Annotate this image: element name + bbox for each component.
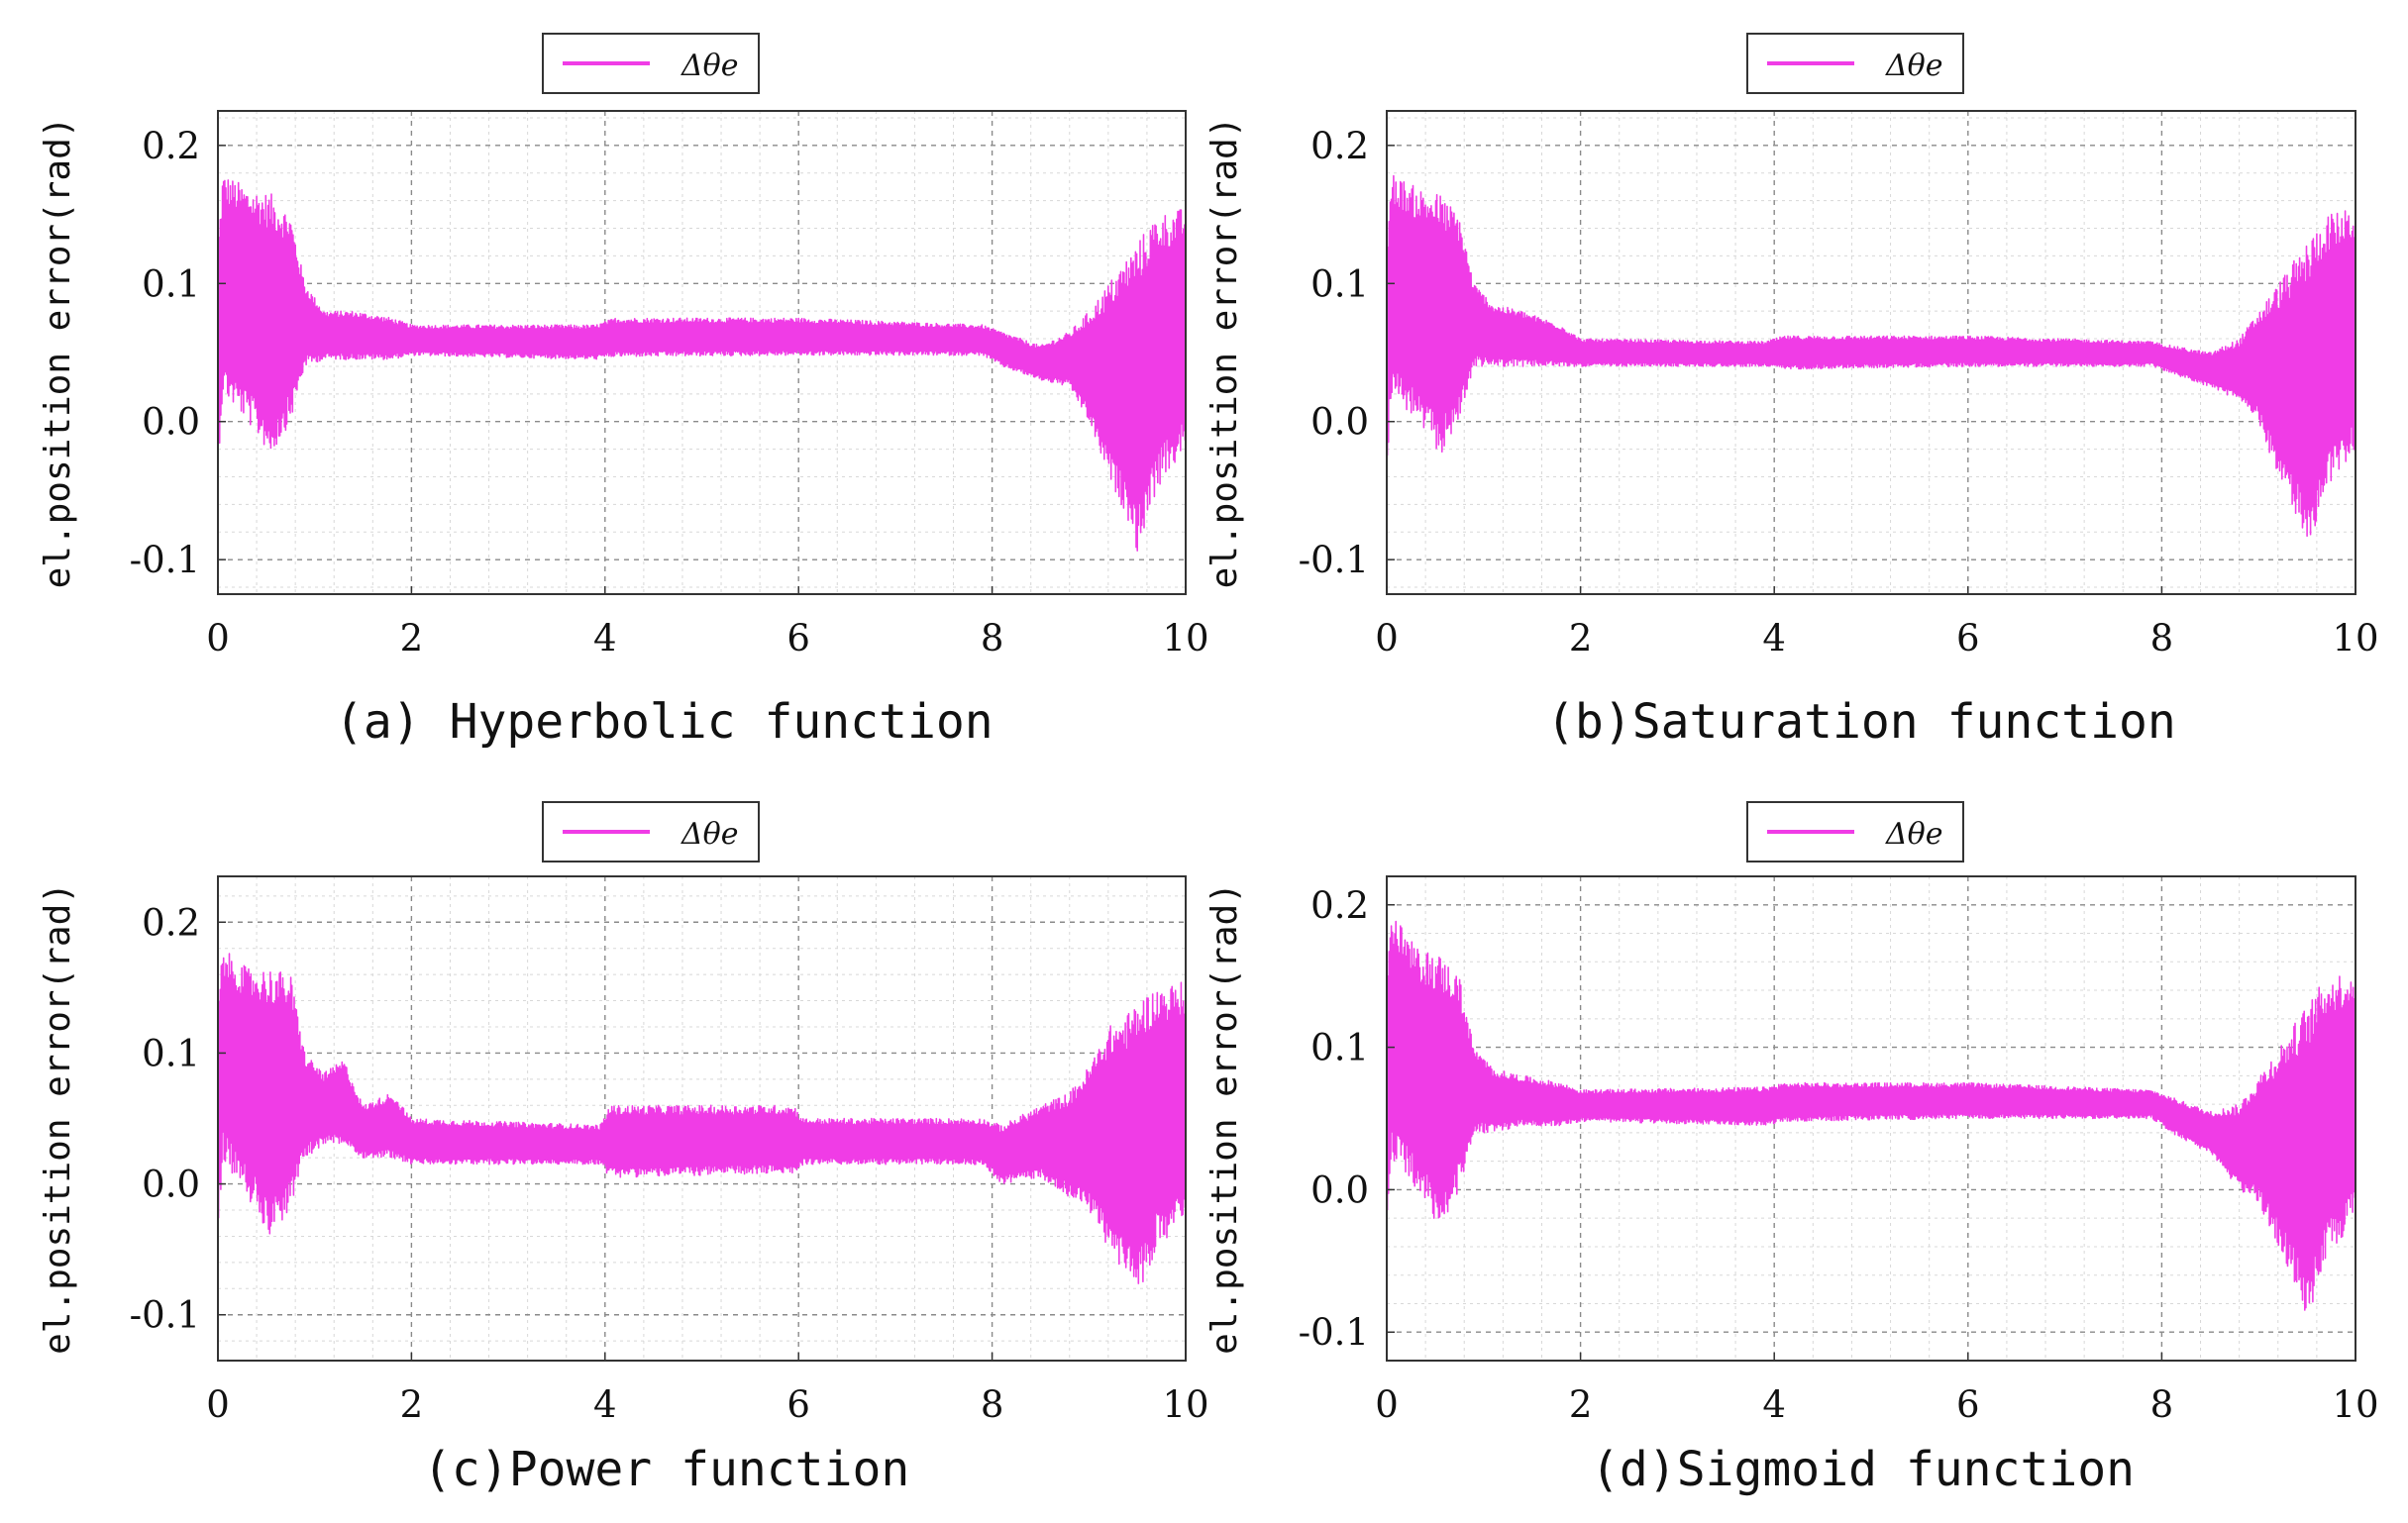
legend: Δθe bbox=[542, 33, 760, 94]
x-tick-label: 2 bbox=[400, 617, 424, 660]
y-tick-label: 0.1 bbox=[142, 262, 200, 305]
x-tick-label: 10 bbox=[1162, 617, 1208, 660]
y-tick-label: -0.1 bbox=[130, 539, 200, 581]
subplot-a: 0 2 4 6 8 10 -0.1 0.0 0.1 0.2 el.position error(ra… bbox=[38, 33, 1209, 750]
legend-label: Δθe bbox=[681, 817, 738, 852]
x-tick-label: 2 bbox=[1569, 1383, 1593, 1426]
legend-label: Δθe bbox=[681, 49, 738, 83]
subplot-c: 0 2 4 6 8 10 -0.1 0.0 0.1 0.2 el.position error(ra… bbox=[38, 801, 1209, 1497]
y-tick-label: 0.2 bbox=[1310, 884, 1369, 927]
y-tick-label: 0.1 bbox=[1310, 262, 1369, 305]
series-line-delta-theta-e bbox=[1386, 920, 2356, 1311]
subplot-caption: (c)Power function bbox=[423, 1442, 909, 1497]
x-tick-label: 0 bbox=[206, 1383, 230, 1426]
y-tick-label: 0.1 bbox=[142, 1032, 200, 1074]
axes-frame bbox=[1386, 875, 2356, 1362]
subplot-caption: (b)Saturation function bbox=[1546, 694, 2176, 750]
y-tick-label: 0.2 bbox=[142, 125, 200, 167]
y-tick-label: -0.1 bbox=[1299, 539, 1369, 581]
legend: Δθe bbox=[1746, 801, 1964, 863]
legend-label: Δθe bbox=[1885, 817, 1942, 852]
legend: Δθe bbox=[1746, 33, 1964, 94]
axes-frame bbox=[1386, 110, 2356, 595]
minor-grid bbox=[1387, 876, 2356, 1361]
x-tick-label: 2 bbox=[400, 1383, 424, 1426]
x-tick-label: 4 bbox=[1762, 617, 1786, 660]
y-tick-label: 0.0 bbox=[142, 401, 200, 444]
axes-frame bbox=[217, 875, 1187, 1362]
subplot-caption: (a) Hyperbolic function bbox=[335, 694, 994, 750]
x-tick-label: 6 bbox=[1956, 617, 1980, 660]
subplot-caption: (d)Sigmoid function bbox=[1591, 1442, 2135, 1497]
y-axis-label: el.position error(rad) bbox=[1204, 882, 1245, 1355]
y-tick-label: 0.0 bbox=[1310, 1168, 1369, 1211]
x-tick-label: 4 bbox=[593, 1383, 617, 1426]
series-line-delta-theta-e bbox=[1386, 174, 2356, 538]
y-tick-label: 0.0 bbox=[1310, 401, 1369, 444]
legend-label: Δθe bbox=[1885, 49, 1942, 83]
y-tick-label: 0.0 bbox=[142, 1164, 200, 1206]
series-line-delta-theta-e bbox=[217, 179, 1187, 552]
y-tick-label: 0.2 bbox=[1310, 125, 1369, 167]
y-axis-label: el.position error(rad) bbox=[1204, 117, 1245, 589]
y-axis-label: el.position error(rad) bbox=[38, 117, 78, 589]
y-tick-label: -0.1 bbox=[1299, 1311, 1369, 1354]
x-tick-label: 4 bbox=[1762, 1383, 1786, 1426]
axes-frame bbox=[217, 110, 1187, 595]
x-tick-label: 4 bbox=[593, 617, 617, 660]
x-tick-label: 0 bbox=[1375, 617, 1399, 660]
x-tick-label: 8 bbox=[2150, 617, 2174, 660]
y-tick-label: 0.1 bbox=[1310, 1027, 1369, 1069]
x-tick-label: 6 bbox=[786, 617, 810, 660]
x-tick-label: 8 bbox=[981, 617, 1004, 660]
x-tick-label: 2 bbox=[1569, 617, 1593, 660]
x-tick-label: 10 bbox=[2332, 1383, 2378, 1426]
x-tick-label: 10 bbox=[1162, 1383, 1208, 1426]
x-tick-label: 8 bbox=[981, 1383, 1004, 1426]
subplot-d: 0 2 4 6 8 10 -0.1 0.0 0.1 0.2 el.position error(ra… bbox=[1204, 801, 2379, 1497]
y-axis-label: el.position error(rad) bbox=[38, 882, 78, 1355]
legend: Δθe bbox=[542, 801, 760, 863]
x-tick-label: 10 bbox=[2332, 617, 2378, 660]
y-tick-label: 0.2 bbox=[142, 901, 200, 944]
series-line-delta-theta-e bbox=[217, 953, 1187, 1284]
x-tick-label: 8 bbox=[2150, 1383, 2174, 1426]
major-grid bbox=[218, 876, 1186, 1361]
x-tick-label: 0 bbox=[206, 617, 230, 660]
x-tick-label: 6 bbox=[786, 1383, 810, 1426]
x-tick-label: 6 bbox=[1956, 1383, 1980, 1426]
y-tick-label: -0.1 bbox=[130, 1294, 200, 1337]
x-tick-label: 0 bbox=[1375, 1383, 1399, 1426]
subplot-b: 0 2 4 6 8 10 -0.1 0.0 0.1 0.2 el.position error(ra… bbox=[1204, 33, 2379, 750]
